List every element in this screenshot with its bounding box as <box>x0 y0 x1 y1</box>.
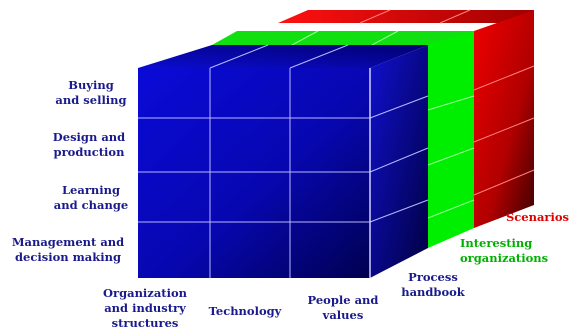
column-label-organization: Organization and industry structures <box>103 286 187 330</box>
process-layer-side <box>370 45 428 278</box>
interesting-grid-line <box>427 95 475 111</box>
row-label-learning-change: Learning and change <box>53 183 129 212</box>
interesting-grid-line <box>427 199 475 219</box>
side-row-divider <box>369 199 429 223</box>
column-label-technology: Technology <box>208 304 282 318</box>
interesting-grid-line <box>427 147 475 166</box>
scenarios-grid-line <box>359 9 391 24</box>
scenarios-layer-side <box>474 10 534 228</box>
process-layer-top <box>138 45 428 68</box>
scenarios-grid-line <box>473 169 535 196</box>
process-handbook-layer <box>138 44 429 278</box>
layer-label-process-handbook: Process handbook <box>401 270 465 299</box>
row-label-buying-selling: Buying and selling <box>55 78 127 107</box>
interesting-layer-side <box>428 31 474 248</box>
layer-label-interesting-organizations: Interesting organizations <box>460 236 549 265</box>
side-row-divider <box>369 95 429 119</box>
interesting-grid-line <box>291 30 319 46</box>
interesting-grid-line <box>371 30 399 46</box>
scenarios-grid-line <box>439 9 471 24</box>
row-label-management-decision: Management and decision making <box>11 235 125 264</box>
layer-label-scenarios: Scenarios <box>506 210 570 224</box>
process-layer-front <box>138 68 370 278</box>
scenarios-layer-top <box>278 10 534 23</box>
row-label-design-production: Design and production <box>52 130 126 159</box>
side-row-divider <box>369 147 429 173</box>
scenarios-layer <box>278 9 535 228</box>
top-col-divider <box>289 44 349 69</box>
column-label-people-values: People and values <box>307 293 379 322</box>
interesting-layer-top <box>212 31 474 45</box>
interesting-organizations-layer <box>212 30 475 248</box>
scenarios-grid-line <box>473 65 535 91</box>
top-col-divider <box>209 44 269 69</box>
scenarios-grid-line <box>473 117 535 143</box>
